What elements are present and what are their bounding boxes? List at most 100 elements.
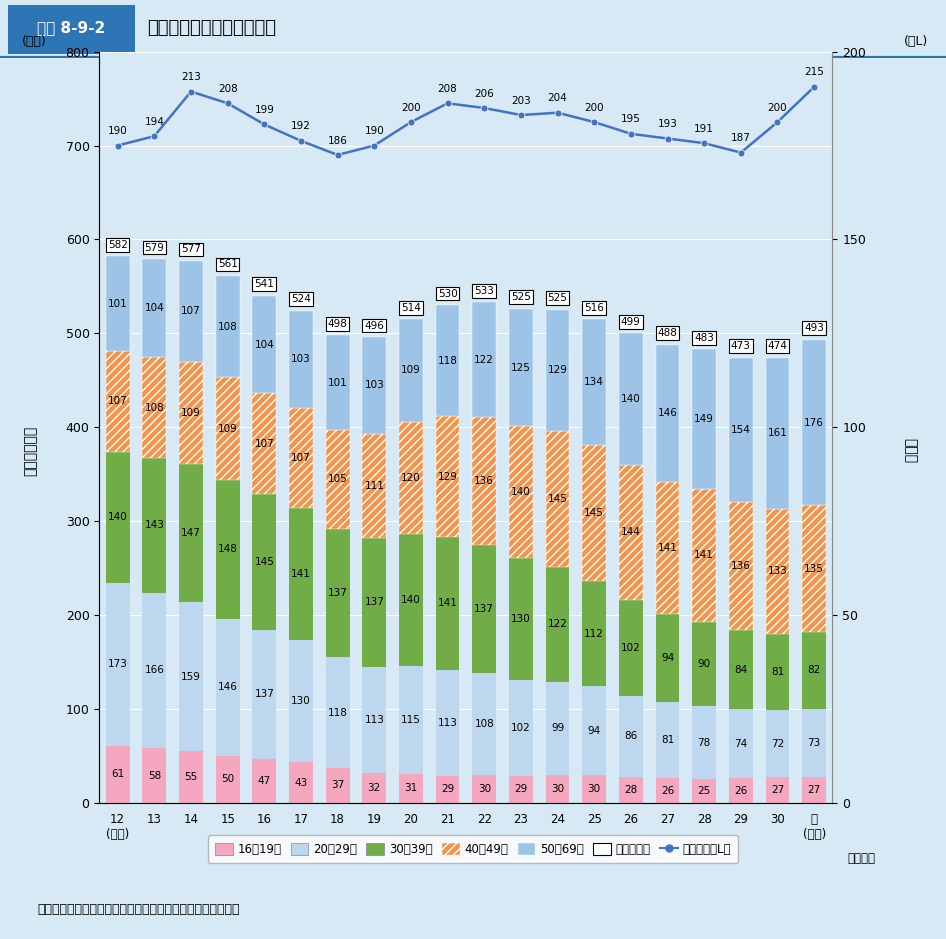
Text: 118: 118 — [327, 708, 347, 717]
Text: 206: 206 — [474, 88, 494, 99]
Bar — [106, 351, 130, 452]
Text: 541: 541 — [254, 279, 274, 289]
Text: 47: 47 — [257, 776, 271, 786]
Bar — [802, 505, 826, 632]
Bar — [399, 422, 423, 534]
Bar — [362, 337, 386, 434]
Bar — [472, 302, 496, 417]
Text: 61: 61 — [111, 769, 124, 779]
Text: 29: 29 — [441, 784, 454, 794]
Text: 200: 200 — [401, 102, 421, 113]
Text: 134: 134 — [585, 377, 604, 387]
Text: 137: 137 — [254, 689, 274, 700]
Bar — [143, 458, 166, 593]
Text: 204: 204 — [548, 93, 568, 103]
Text: 140: 140 — [621, 394, 640, 404]
Text: 200: 200 — [585, 102, 604, 113]
Bar — [362, 538, 386, 667]
Text: 74: 74 — [734, 739, 747, 748]
Text: 147: 147 — [181, 528, 201, 538]
Bar — [106, 452, 130, 583]
Bar — [509, 558, 533, 680]
Text: 102: 102 — [511, 723, 531, 732]
Bar — [692, 622, 716, 706]
Text: 176: 176 — [804, 418, 824, 427]
Bar — [692, 779, 716, 803]
Bar — [399, 319, 423, 422]
Bar — [619, 465, 642, 600]
Text: 498: 498 — [327, 318, 347, 329]
Bar — [325, 768, 349, 803]
Text: 献血者数及び献血量の湨移: 献血者数及び献血量の湨移 — [147, 19, 275, 37]
Text: 献血量: 献血量 — [903, 439, 917, 463]
Bar — [362, 434, 386, 538]
Text: 81: 81 — [771, 667, 784, 677]
Text: 140: 140 — [511, 487, 531, 497]
Text: 215: 215 — [804, 68, 824, 77]
Text: 109: 109 — [181, 408, 201, 418]
Text: 107: 107 — [181, 306, 201, 316]
Text: 108: 108 — [218, 322, 237, 331]
Text: 514: 514 — [401, 302, 421, 313]
Bar — [253, 630, 276, 759]
Text: 533: 533 — [474, 285, 494, 296]
Text: 122: 122 — [548, 620, 568, 629]
Bar — [289, 762, 313, 803]
Text: 58: 58 — [148, 771, 161, 780]
Text: 109: 109 — [218, 423, 237, 434]
Bar — [656, 482, 679, 614]
Text: 30: 30 — [551, 784, 564, 793]
Bar — [289, 640, 313, 762]
Text: 145: 145 — [585, 508, 604, 518]
Bar — [472, 545, 496, 673]
Bar — [802, 632, 826, 709]
Text: 203: 203 — [511, 96, 531, 105]
Bar — [802, 777, 826, 803]
Bar — [436, 670, 460, 776]
Text: 30: 30 — [587, 784, 601, 793]
Text: 82: 82 — [808, 666, 821, 675]
Text: 111: 111 — [364, 481, 384, 491]
Text: 159: 159 — [181, 671, 201, 682]
Text: 582: 582 — [108, 239, 128, 250]
Bar — [765, 777, 789, 803]
Text: 129: 129 — [438, 471, 458, 482]
Bar — [216, 377, 239, 480]
Bar — [619, 333, 642, 465]
Text: 27: 27 — [771, 785, 784, 795]
Bar — [179, 602, 202, 751]
Text: 187: 187 — [731, 133, 751, 143]
Text: 125: 125 — [511, 362, 531, 373]
Text: 129: 129 — [548, 365, 568, 376]
Bar — [362, 773, 386, 803]
Text: 141: 141 — [291, 569, 311, 579]
Text: 118: 118 — [438, 356, 458, 365]
Bar — [253, 494, 276, 630]
Bar — [179, 751, 202, 803]
Text: 29: 29 — [515, 784, 528, 794]
Bar — [143, 259, 166, 357]
Bar — [143, 748, 166, 803]
Text: 140: 140 — [108, 513, 128, 522]
Text: 107: 107 — [254, 439, 274, 449]
Text: 499: 499 — [621, 316, 640, 327]
Text: 109: 109 — [401, 365, 421, 376]
Bar — [692, 706, 716, 779]
Bar — [436, 537, 460, 670]
Bar — [692, 349, 716, 489]
Bar — [619, 777, 642, 803]
Text: 104: 104 — [145, 303, 165, 313]
Bar — [179, 261, 202, 362]
Bar — [289, 311, 313, 408]
Text: 208: 208 — [438, 84, 458, 94]
Text: 493: 493 — [804, 323, 824, 333]
FancyBboxPatch shape — [8, 5, 135, 54]
Text: 103: 103 — [364, 380, 384, 391]
Bar — [765, 358, 789, 509]
Bar — [143, 593, 166, 748]
Text: 103: 103 — [291, 354, 311, 364]
Bar — [802, 709, 826, 777]
Text: 146: 146 — [657, 408, 677, 418]
Text: (万L): (万L) — [903, 35, 928, 48]
Text: 78: 78 — [697, 738, 710, 747]
